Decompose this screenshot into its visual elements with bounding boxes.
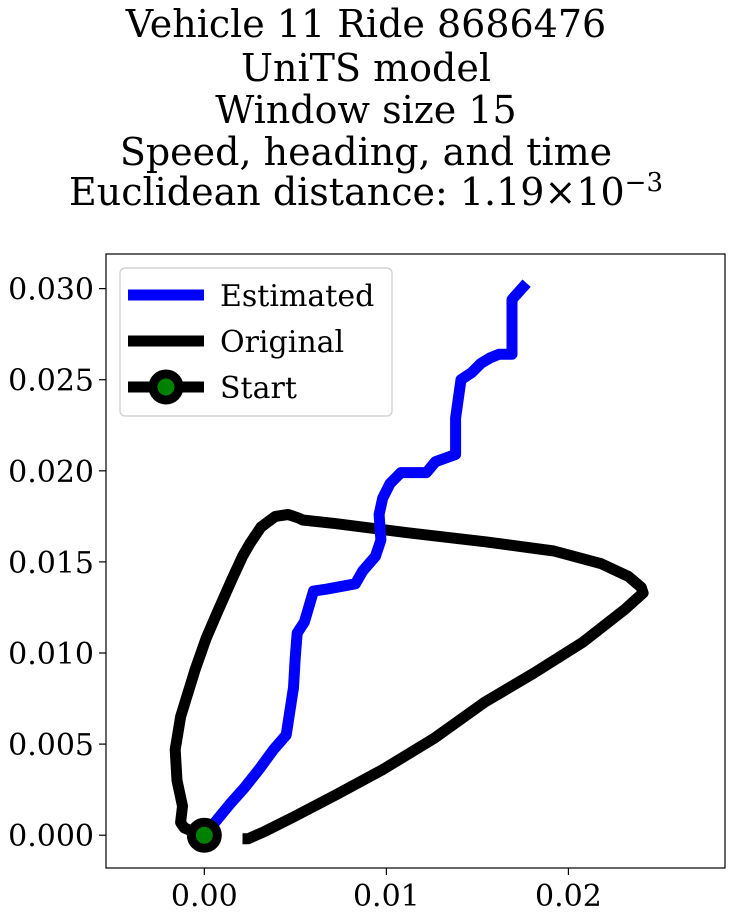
distance-exponent: −3 xyxy=(624,168,663,198)
y-tick-label: 0.000 xyxy=(8,819,94,854)
legend-original-label: Original xyxy=(220,325,344,360)
y-tick-label: 0.010 xyxy=(8,637,94,672)
series-estimated-line xyxy=(200,279,531,839)
legend-start-marker xyxy=(148,369,184,405)
title-line-2: UniTS model xyxy=(241,46,491,90)
title-line-4: Speed, heading, and time xyxy=(119,130,613,174)
legend-box xyxy=(119,267,393,417)
y-tick-label: 0.030 xyxy=(8,273,94,308)
x-tick-label: 0.00 xyxy=(171,879,238,914)
series-layer xyxy=(169,279,649,853)
distance-label: Euclidean distance: xyxy=(69,170,460,214)
x-tick-label: 0.02 xyxy=(535,879,602,914)
y-tick-label: 0.025 xyxy=(8,364,94,399)
title-line-3: Window size 15 xyxy=(215,88,517,132)
distance-value: 1.19 xyxy=(459,170,545,214)
legend: Estimated Original Start xyxy=(119,267,393,417)
start-marker xyxy=(186,817,222,853)
distance-times: × xyxy=(544,170,577,214)
y-tick-label: 0.020 xyxy=(8,455,94,490)
y-axis: 0.000 0.005 0.010 0.015 0.020 0.025 0.030 xyxy=(8,273,106,854)
distance-base: 10 xyxy=(576,170,625,214)
legend-start-label: Start xyxy=(220,371,297,406)
x-tick-label: 0.01 xyxy=(353,879,420,914)
y-tick-label: 0.015 xyxy=(8,546,94,581)
y-tick-label: 0.005 xyxy=(8,728,94,763)
plot-frame xyxy=(105,253,726,869)
title-line-5: Euclidean distance: 1.19×10−3 xyxy=(0,170,732,214)
title-line-1: Vehicle 11 Ride 8686476 xyxy=(125,2,607,46)
legend-estimated-label: Estimated xyxy=(220,279,374,314)
series-original-line xyxy=(169,509,649,845)
x-axis: 0.00 0.01 0.02 xyxy=(171,868,602,914)
